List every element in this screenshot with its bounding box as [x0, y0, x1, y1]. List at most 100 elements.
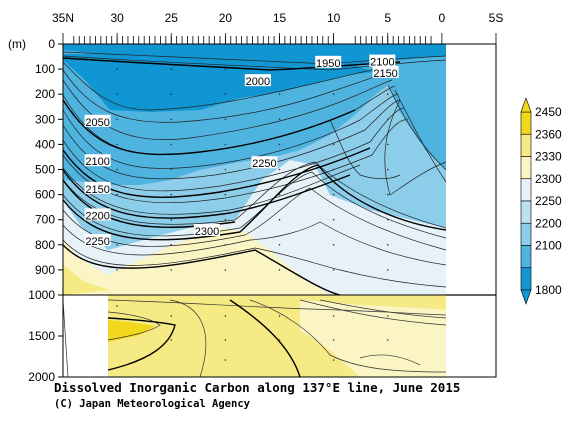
station-dot	[332, 315, 335, 317]
y-tick-labels: 0 100 200 300 400 500 600 700 800 900 1000 1500 2000	[28, 37, 63, 384]
station-dot	[386, 218, 389, 221]
colorbar-top-arrow	[520, 97, 532, 113]
y-tick-label: 100	[35, 62, 55, 76]
station-dot	[386, 168, 389, 171]
lower-bold-contours	[107, 299, 301, 378]
colorbar-segment	[520, 267, 532, 291]
station-dot	[116, 218, 118, 221]
y-tick-label: 900	[35, 263, 55, 277]
station-dot	[116, 168, 118, 171]
station-dot	[170, 218, 173, 221]
y-tick-label: 500	[35, 163, 55, 177]
station-dot	[278, 68, 281, 70]
y-tick-label: 700	[35, 213, 55, 227]
station-dot	[386, 269, 389, 271]
contour-label: 2250	[252, 158, 276, 170]
y-tick-label: 1000	[28, 288, 55, 302]
y-tick-label: 800	[35, 238, 55, 252]
station-dot	[116, 118, 118, 121]
y-tick-label: 0	[48, 37, 55, 51]
station-dot	[224, 68, 227, 70]
station-dot	[332, 359, 335, 361]
station-dot	[116, 93, 118, 95]
colorbar-segment	[520, 156, 532, 180]
x-tick-label: 15	[273, 11, 287, 25]
station-dot	[116, 143, 118, 146]
colorbar-segment	[520, 200, 532, 224]
station-dot	[278, 269, 281, 271]
x-tick-labels: 35N 30 25 20 15 10 5 0 5S	[52, 11, 503, 25]
colorbar-label: 1800	[535, 283, 562, 297]
y-tick-label: 300	[35, 112, 55, 126]
station-dot	[224, 193, 227, 196]
colorbar: 2450 2360 2330 2300 2250 2200 2100 1800	[520, 97, 562, 305]
colorbar-label: 2360	[535, 127, 562, 141]
station-dot	[278, 193, 281, 196]
x-tick-label: 35N	[52, 11, 74, 25]
contour-label: 2000	[246, 76, 270, 88]
x-tick-label: 0	[439, 11, 446, 25]
credit-text: (C) Japan Meteorological Agency	[54, 398, 250, 410]
station-dot	[278, 218, 281, 221]
contour-label-bg	[251, 156, 278, 169]
station-dot	[116, 193, 118, 196]
station-dot	[116, 68, 118, 70]
station-dot	[116, 305, 118, 307]
station-dot	[386, 118, 389, 121]
station-dot	[224, 339, 227, 341]
station-dot	[224, 218, 227, 221]
x-tick-label: 10	[327, 11, 341, 25]
y-tick-label: 600	[35, 188, 55, 202]
y-unit-label: (m)	[8, 37, 26, 51]
contour-label-bg	[84, 114, 111, 127]
station-dot	[116, 244, 118, 246]
contour-label-bg	[84, 181, 111, 194]
x-tick-label: 30	[110, 11, 124, 25]
contour-label-bg	[84, 208, 111, 221]
station-dots	[116, 68, 389, 361]
station-dot	[332, 118, 335, 121]
contour-label: 2250	[85, 236, 109, 248]
station-dot	[116, 269, 118, 271]
station-dot	[332, 93, 335, 95]
station-dot	[170, 315, 173, 317]
colorbar-label: 2450	[535, 105, 562, 119]
station-dot	[386, 193, 389, 196]
station-dot	[224, 244, 227, 246]
contour-labels: 1950 210021502000205021002150220022502250…	[84, 54, 399, 248]
colorbar-label: 2100	[535, 239, 562, 253]
contour-label: 2200	[85, 210, 109, 222]
station-dot	[224, 359, 227, 361]
station-dot	[278, 315, 281, 317]
colorbar-segment	[520, 178, 532, 202]
station-dot	[278, 143, 281, 146]
colorbar-bottom-arrow	[520, 289, 532, 305]
contour-label: 2150	[85, 184, 109, 196]
station-dot	[332, 339, 335, 341]
station-dot	[332, 193, 335, 196]
station-dot	[170, 269, 173, 271]
station-dot	[332, 168, 335, 171]
chart-title: Dissolved Inorganic Carbon along 137°E l…	[54, 380, 461, 395]
station-dot	[224, 143, 227, 146]
contour-label: 2100	[85, 156, 109, 168]
bathymetry-line	[62, 299, 69, 378]
station-dot	[170, 143, 173, 146]
contour-label-bg	[369, 54, 396, 67]
station-dot	[332, 68, 335, 70]
station-dot	[386, 143, 389, 146]
station-dot	[332, 269, 335, 271]
contour-label-bg	[244, 74, 271, 87]
station-dot	[170, 168, 173, 171]
station-dot	[278, 118, 281, 121]
station-dot	[170, 68, 173, 70]
station-dot	[332, 244, 335, 246]
station-dot	[170, 339, 173, 341]
colorbar-segment	[520, 133, 532, 157]
colorbar-segment	[520, 222, 532, 246]
station-dot	[278, 93, 281, 95]
contour-label: 1950	[316, 58, 340, 70]
station-dot	[386, 93, 389, 95]
station-dot	[278, 339, 281, 341]
colorbar-label: 2330	[535, 150, 562, 164]
